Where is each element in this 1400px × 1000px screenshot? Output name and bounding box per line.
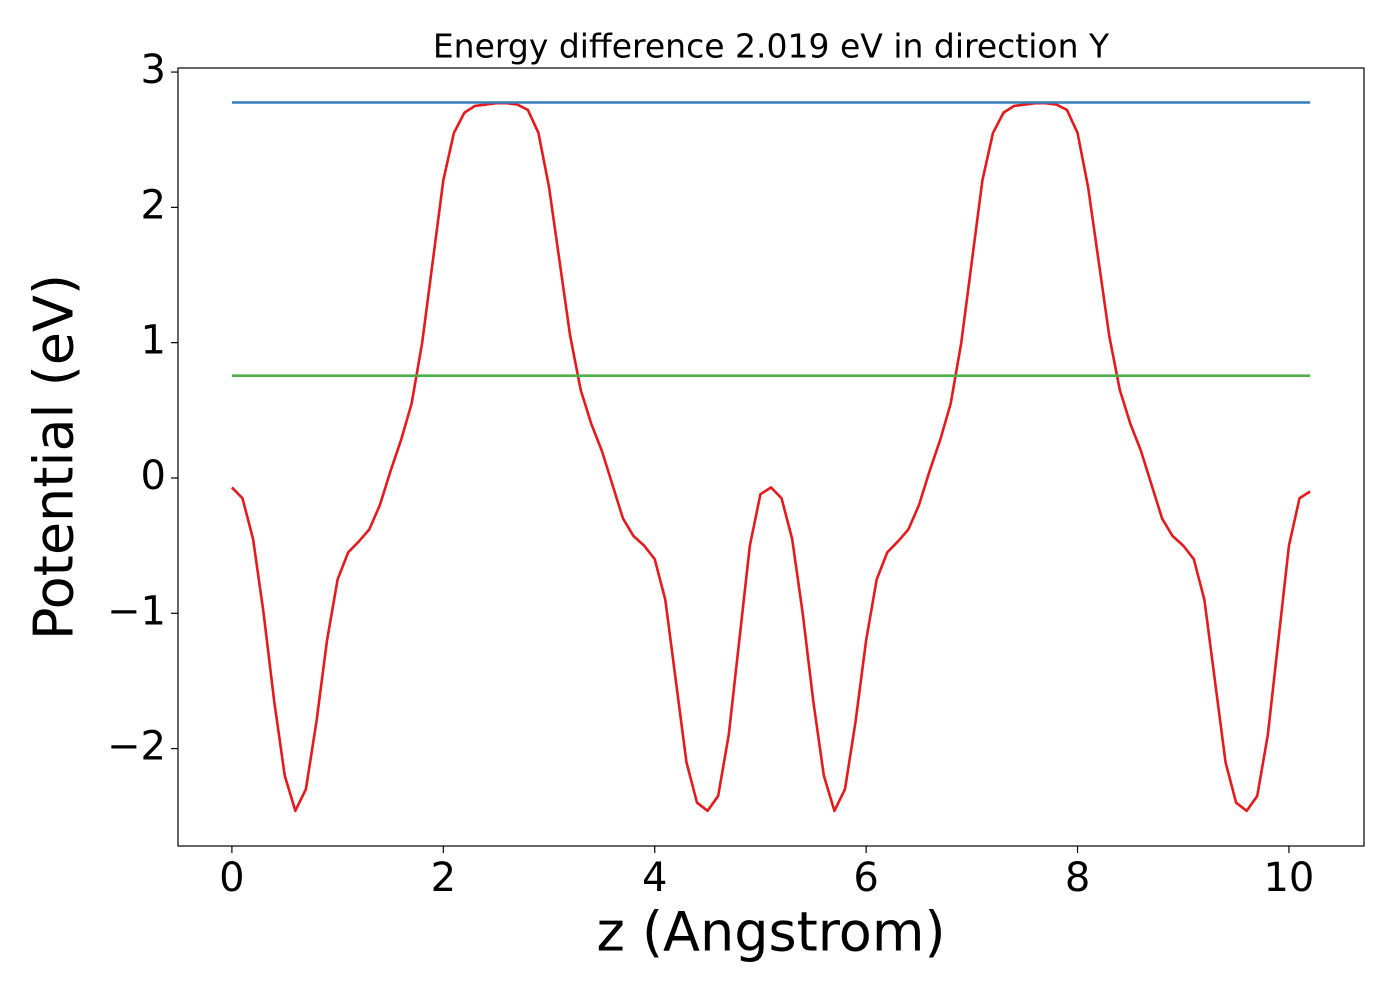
x-axis-label: z (Angstrom) [596,901,945,964]
x-tick-label: 4 [642,855,667,901]
x-tick-label: 0 [219,855,244,901]
line-series [230,101,1311,813]
x-tick-label: 6 [853,855,878,901]
plot-frame [177,67,1365,847]
x-tick-label: 10 [1263,855,1314,901]
y-tick-label: −1 [107,588,166,634]
y-tick-label: −2 [107,724,166,770]
y-tick-label: 2 [141,182,166,228]
y-tick-label: 3 [141,47,166,93]
x-tick-label: 2 [431,855,456,901]
x-tick-label: 8 [1065,855,1090,901]
chart-title: Energy difference 2.019 eV in direction … [433,27,1110,66]
y-axis-label: Potential (eV) [23,274,86,640]
y-tick-label: 0 [141,453,166,499]
y-tick-label: 1 [141,318,166,364]
